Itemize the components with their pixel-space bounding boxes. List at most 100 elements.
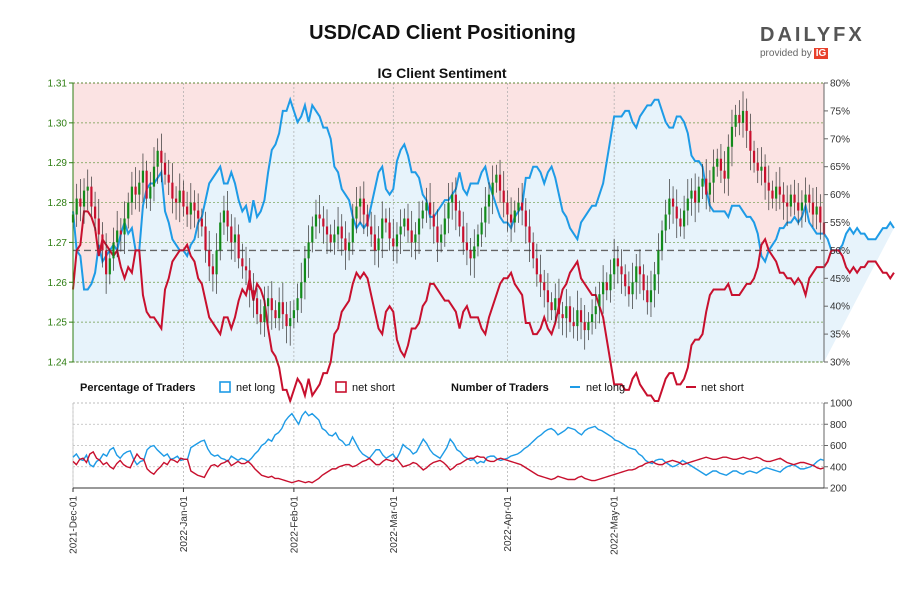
candle-body [528, 226, 531, 243]
candle-body [296, 298, 299, 311]
candle [340, 214, 343, 256]
candle-body [189, 202, 192, 215]
candle [609, 259, 612, 303]
price-tick-label: 1.31 [48, 79, 68, 90]
candle [303, 246, 307, 300]
candle [292, 300, 295, 329]
candle-body [602, 282, 605, 295]
candle [255, 288, 259, 325]
candle-body [576, 310, 579, 327]
candle-body [476, 234, 480, 247]
candle-body [348, 242, 351, 251]
candle [447, 183, 450, 234]
candle [498, 159, 502, 203]
price-tick-label: 1.29 [48, 158, 68, 169]
candle-body [425, 202, 428, 211]
candle-body [178, 190, 181, 203]
candle [432, 202, 435, 244]
candle [708, 170, 711, 212]
candle [237, 224, 240, 269]
candle-body [605, 282, 608, 291]
candle-body [307, 242, 310, 259]
candle-body [373, 234, 376, 251]
candle-body [417, 218, 421, 235]
candle [686, 179, 689, 226]
candle-body [487, 194, 491, 207]
candle [244, 246, 248, 286]
candle-body [215, 250, 218, 275]
legend-long-swatch [219, 381, 231, 393]
net-short-pct-line [72, 210, 895, 405]
candle [373, 214, 376, 266]
candle-body [105, 250, 108, 275]
candle-body [340, 226, 343, 239]
candle [712, 149, 715, 203]
candle-body [664, 214, 667, 231]
candle-body [631, 282, 634, 295]
candle-body [804, 194, 807, 203]
candle-body [517, 202, 520, 211]
candle-body [370, 226, 373, 235]
candle-body [451, 194, 454, 203]
candle [668, 179, 671, 230]
candle-body [797, 202, 800, 211]
candle-body [108, 258, 111, 275]
candle [653, 261, 656, 308]
candle-body [660, 230, 664, 251]
candle [462, 211, 465, 255]
candle [344, 221, 347, 270]
candle-body [789, 194, 792, 207]
panel-title: IG Client Sentiment [377, 65, 506, 81]
candle-body [186, 206, 189, 215]
pct-tick-label: 35% [830, 330, 850, 341]
candle-body [174, 198, 178, 203]
candle [252, 273, 255, 318]
brand-logo: DAILYFX provided by IG [760, 24, 870, 59]
candle-body [160, 150, 163, 163]
candle-body [322, 218, 325, 227]
candle-body [82, 190, 86, 207]
candle [395, 222, 399, 264]
candle-body [336, 226, 340, 235]
candle-body [686, 198, 689, 211]
candle [590, 299, 594, 335]
candle-body [112, 242, 115, 259]
candle-body [495, 174, 498, 183]
candle-body [535, 258, 538, 275]
candle [403, 208, 406, 237]
candle [388, 207, 391, 251]
candle [697, 176, 700, 213]
candle [193, 190, 196, 228]
candle-body [428, 202, 432, 215]
candle-body [509, 214, 513, 223]
candle-body [800, 202, 804, 211]
price-candles [71, 91, 826, 350]
price-tick-label: 1.24 [48, 358, 68, 369]
candle-body [609, 274, 612, 291]
candle-body [289, 318, 292, 327]
candle [775, 171, 778, 211]
candle-body [554, 298, 557, 311]
candle [440, 224, 443, 253]
candle-body [447, 202, 450, 219]
legend: Percentage of Traders net long net short… [80, 381, 744, 394]
candle [443, 203, 446, 247]
candle-body [443, 218, 446, 235]
candle [200, 208, 203, 237]
candle [782, 182, 785, 220]
candle-body [274, 310, 277, 319]
candle-body [255, 298, 259, 315]
candle-body [127, 202, 130, 219]
candle [75, 183, 78, 227]
candle-body [171, 182, 174, 199]
candle [521, 183, 524, 226]
net-long-pct-line [72, 96, 895, 291]
candle-body [498, 174, 502, 191]
candle-body [565, 306, 568, 319]
candle [594, 286, 597, 329]
candle [675, 189, 678, 239]
candle-body [756, 162, 759, 171]
candle-body [325, 226, 329, 235]
candle [598, 281, 601, 324]
candle-body [484, 206, 487, 223]
